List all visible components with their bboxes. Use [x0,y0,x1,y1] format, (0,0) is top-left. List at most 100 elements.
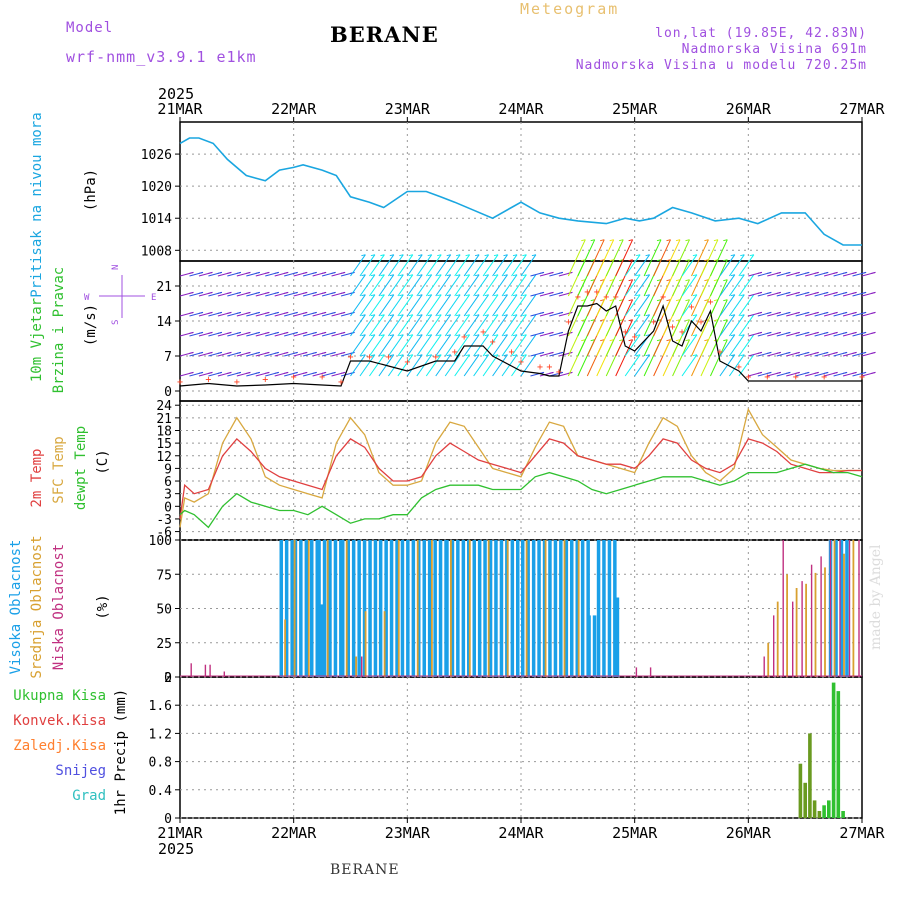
wind-barb-head [628,299,633,302]
wind-barb-head [303,351,308,354]
temp-tick-label: 21 [156,412,172,427]
high-cloud-bar [279,540,283,677]
wind-barb [435,334,452,357]
wind-barb-head [370,274,376,277]
wind-barb [378,274,395,297]
wind-barb-head [227,311,232,314]
wind-barb-head [217,291,223,294]
wind-barb-head [312,371,317,374]
wind-barb [738,274,755,297]
wind-barb-head [465,334,470,337]
wind-barb-head [198,351,204,354]
temp-tick-label: 3 [164,488,172,503]
wind-barb-head [474,254,480,257]
wind-barb [406,314,423,337]
wind-barb-head [331,331,336,334]
wind-barb-head [399,334,404,337]
pressure-axis-label: Pritisak na nivou mora [29,112,45,297]
wind-barb-head [786,351,791,354]
wind-barb-head [685,319,690,322]
wind-barb [634,294,651,317]
wind-barb-head [833,331,838,334]
wind-barb [378,254,395,277]
high-cloud-bar [472,540,476,677]
wind-gust-marker: + [546,362,552,373]
x-tick-label-top: 26MAR [726,100,772,118]
wind-barb-head [503,314,508,317]
low-cloud-bar [773,615,775,677]
wind-barb-head [776,331,781,334]
wind-barb-head [217,351,223,354]
wind-barb-head [389,254,394,257]
wind-barb [520,254,537,277]
wind-barb-head [455,294,461,297]
wind-barb-head [446,334,451,337]
wind-barb-head [539,291,545,294]
wind-barb-head [730,254,735,257]
wind-barb-head [675,259,681,262]
wind-barb [672,259,690,297]
x-tick-label-top: 22MAR [271,100,317,118]
wind-barb-head [842,311,848,314]
x-tick-label-bottom: 24MAR [498,824,544,842]
wind-barb [473,354,490,377]
wind-barb-head [408,354,413,357]
wind-barb [681,294,698,317]
wind-barb-head [312,291,317,294]
mid-cloud-bar [307,540,310,677]
wind-barb-head [389,334,394,337]
wind-barb-head [824,371,829,374]
wind-barb-head [217,371,223,374]
wind-barb-head [704,339,709,342]
precip-legend-item: Zaledj.Kisa [13,738,106,754]
wind-barb-head [512,334,518,337]
wind-barb-head [293,351,298,354]
wind-barb [425,354,442,377]
wind-barb-head [581,239,586,242]
wind-barb-head [293,271,298,274]
wind-barb-head [628,259,633,262]
wind-barb-head [635,274,641,277]
wind-barb [387,294,404,317]
wind-gust-marker: + [490,337,496,348]
wind-barb-head [767,311,772,314]
wind-barb-head [833,291,838,294]
wind-gust-marker: + [698,317,704,328]
wind-barb-head [493,254,499,257]
wind-barb-head [321,271,327,274]
wind-barb-head [321,331,327,334]
wind-barb [435,274,452,297]
wind-barb-head [871,291,876,294]
wind-barb [728,254,745,277]
wind-barb [577,239,596,277]
wind-barb-head [408,274,413,277]
wind-barb-head [522,254,527,257]
wind-barb-head [331,311,336,314]
wind-barb-head [389,294,394,297]
wind-barb-head [776,291,781,294]
x-tick-label-bottom: 27MAR [839,824,885,842]
wind-barb-head [767,271,772,274]
wind-barb-head [380,274,385,277]
wind-barb-head [685,299,690,302]
compass-south: S [111,320,121,325]
wind-barb [624,314,641,337]
wind-barb-head [568,291,573,294]
high-cloud-bar [346,540,350,677]
wind-barb-head [590,299,595,302]
wind-barb [511,274,527,297]
temp-tick-label: 6 [164,475,172,490]
wind-barb-head [284,291,289,294]
wind-barb-head [549,271,554,274]
wind-barb [643,239,662,277]
wind-barb-head [399,354,404,357]
wind-barb-head [852,311,857,314]
high-cloud-bar [596,540,601,677]
wind-barb [416,294,433,317]
high-cloud-bar [438,540,443,677]
wind-barb [624,274,641,297]
wind-gust-marker: + [603,292,609,303]
precip-tick-label: 1.6 [149,699,172,714]
wind-barb-head [590,319,595,322]
wind-barb-head [265,291,270,294]
